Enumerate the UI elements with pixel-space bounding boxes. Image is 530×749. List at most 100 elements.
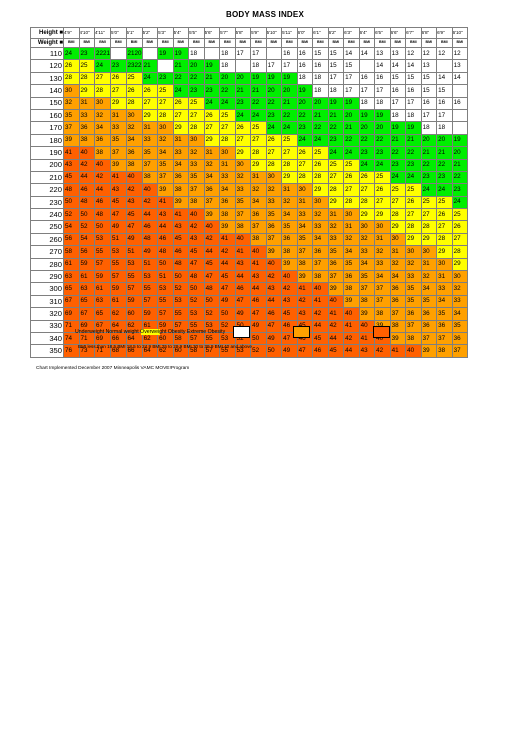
bmi-value: 28 (65, 74, 73, 82)
bmi-cell: 23 (405, 158, 422, 172)
bmi-cell: 40 (265, 257, 283, 272)
bmi-value: 12 (407, 49, 415, 57)
bmi-cell: 41 (389, 344, 407, 358)
bmi-value: 54 (65, 223, 73, 231)
bmi-cell: 33 (405, 270, 422, 284)
footer-implemented: Chart Implemented December 2007 (36, 366, 113, 371)
bmi-value: 57 (159, 309, 167, 317)
bmi-value: 22 (391, 148, 399, 156)
bmi-cell: 25 (436, 195, 453, 210)
weight-label-cell: 170 (30, 121, 64, 135)
bmi-cell: 43 (234, 257, 252, 272)
bmi-cell: 32 (405, 257, 422, 272)
bmi-cell: 15 (420, 84, 438, 98)
bmi-cell: 37 (436, 331, 453, 346)
bmi-value: 33 (112, 123, 120, 131)
bmi-value: 46 (80, 185, 88, 193)
bmi-cell: 21 (172, 59, 190, 73)
bmi-value: 33 (267, 198, 275, 206)
bmi-value: 33 (376, 260, 384, 268)
bmi-value: 33 (174, 148, 182, 156)
bmi-cell: 33 (78, 108, 95, 123)
bmi-value: 18 (391, 111, 399, 119)
bmi-cell: 27 (389, 195, 407, 210)
bmi-value: 37 (267, 235, 275, 243)
bmi-value: 41 (174, 210, 182, 218)
bmi-value: 30 (127, 111, 135, 119)
bmi-cell: 38 (296, 257, 314, 272)
bmi-value: 15 (391, 74, 399, 82)
bmi-cell: 34 (281, 208, 298, 222)
bmi-value: 39 (298, 272, 306, 280)
bmi-cell: 57 (125, 282, 143, 296)
bmi-value: 57 (96, 260, 104, 268)
bmi-value: 23 (80, 49, 88, 57)
bmi-value: 29 (174, 123, 182, 131)
bmi-cell: 37 (63, 121, 80, 135)
bmi-cell: 17 (389, 96, 407, 110)
bmi-value: 22 (407, 148, 415, 156)
bmi-value: 27 (205, 123, 213, 131)
bmi-value: 58 (190, 346, 198, 354)
bmi-value: 29 (252, 161, 260, 169)
bmi-value: 25 (438, 198, 446, 206)
bmi-cell: 52 (250, 344, 267, 358)
bmi-cell: 38 (78, 133, 95, 148)
bmi-value: 22 (438, 161, 446, 169)
bmi-cell: 32 (157, 133, 174, 148)
bmi-value: 33 (438, 284, 446, 292)
bmi-cell: 62 (157, 344, 174, 358)
bmi-value: 37 (422, 334, 430, 342)
bmi-value: 36 (80, 123, 88, 131)
bmi-value: 26 (236, 123, 244, 131)
bmi-value: 24 (391, 173, 399, 181)
bmi-value: 29 (453, 260, 461, 268)
bmi-cell: 40 (78, 146, 95, 160)
bmi-value: 28 (422, 223, 430, 231)
bmi-cell: 46 (312, 344, 329, 358)
bmi-cell: 24 (93, 59, 112, 73)
bmi-value: 33 (80, 111, 88, 119)
bmi-value: 39 (112, 161, 120, 169)
bmi-col-label: BMI (78, 38, 95, 48)
bmi-cell: 33 (296, 208, 314, 222)
bmi-cell: 20 (343, 108, 360, 123)
bmi-cell: 35 (157, 158, 174, 172)
bmi-value: 67 (65, 297, 73, 305)
bmi-cell: 22 (281, 108, 298, 123)
bmi-cell: 36 (281, 232, 298, 247)
height-0: 4'9" (63, 27, 80, 39)
bmi-value: 33 (407, 272, 415, 280)
bmi-value: 27 (190, 111, 198, 119)
bmi-cell: 20 (188, 59, 205, 73)
bmi-value: 40 (190, 210, 198, 218)
bmi-cell: 22 (343, 133, 360, 148)
bmi-value: 20 (422, 136, 430, 144)
bmi-cell: 19 (374, 108, 391, 123)
bmi-value: 24 (376, 161, 384, 169)
bmi-col-label: BMI (296, 38, 314, 48)
bmi-cell: 27 (420, 208, 438, 222)
bmi-value: 31 (252, 173, 260, 181)
bmi-value: 40 (236, 235, 244, 243)
bmi-value: 23 (112, 61, 120, 69)
bmi-value: 17 (267, 61, 275, 69)
bmi-cell: 35 (141, 146, 159, 160)
bmi-cell: 24 (420, 183, 438, 197)
height-4: 5'1" (125, 27, 143, 39)
bmi-value: 30 (422, 247, 430, 255)
bmi-value: 39 (391, 334, 399, 342)
bmi-cell: 21 (203, 71, 221, 86)
weight-label-cell: 320 (30, 307, 64, 321)
bmi-cell: 24 (312, 133, 329, 148)
bmi-cell: 48 (93, 208, 112, 222)
bmi-cell: 19 (250, 71, 267, 86)
bmi-value: 71 (65, 322, 73, 330)
table-row: 150 32 31 30 29 28 27 27 26 25 24 24 23 22 22 21 20 20 19 1… (30, 96, 469, 110)
bmi-cell: 24 (436, 183, 453, 197)
bmi-value: 17 (391, 99, 399, 107)
bmi-cell: 41 (312, 294, 329, 309)
bmi-cell: 38 (93, 146, 112, 160)
bmi-cell: 32 (203, 158, 221, 172)
bmi-value: 36 (453, 334, 461, 342)
